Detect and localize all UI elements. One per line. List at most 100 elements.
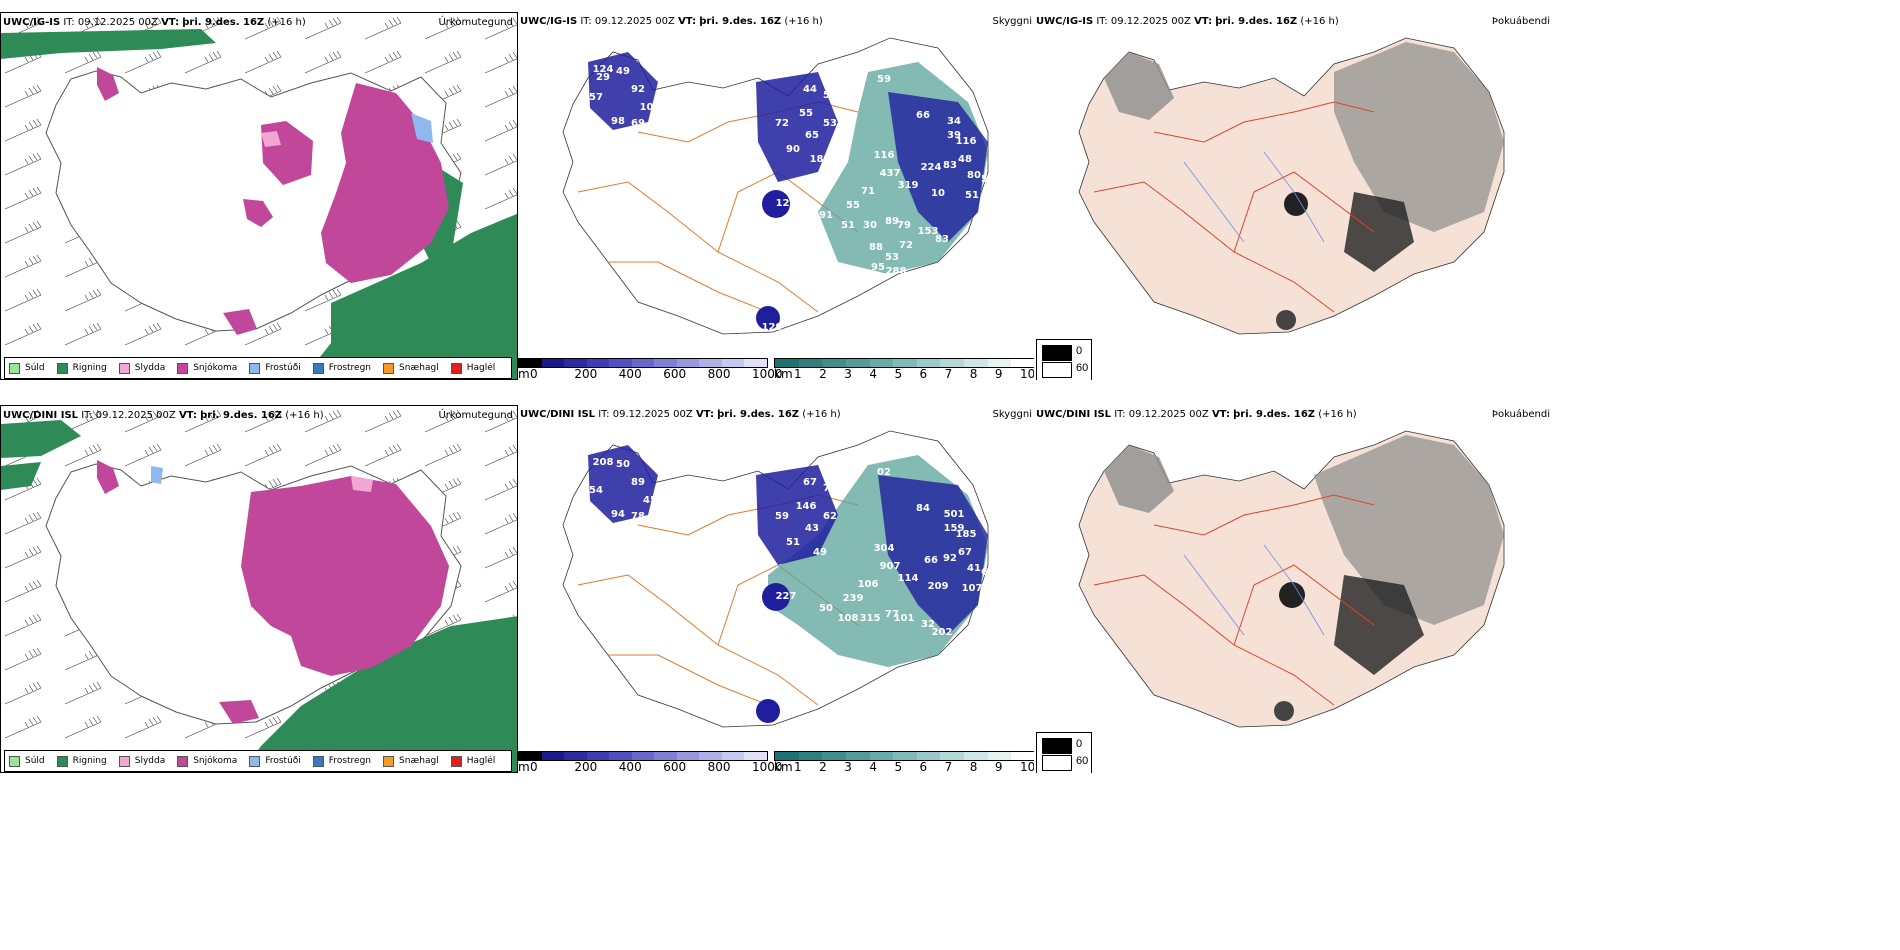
- visibility-value-label: 92: [943, 553, 957, 564]
- fog-legend-top: 0: [1076, 345, 1083, 357]
- visibility-panel-1: 124 49 57 92 102 98 69 68 44 53 55 53 72 65 90 184 59 66 3…: [518, 12, 1034, 380]
- fog-map-2: [1078, 430, 1505, 728]
- visibility-value-label: 49: [813, 547, 827, 558]
- visibility-tick: 1: [794, 760, 802, 773]
- colorbar-segment: [1011, 752, 1034, 760]
- vt-value: þri. 9.des. 16Z: [182, 17, 265, 28]
- it-label: IT:: [1114, 409, 1126, 420]
- ceiling-spot: [756, 306, 780, 330]
- visibility-value-label: 106: [858, 579, 879, 590]
- visibility-value-label: 55: [799, 108, 813, 119]
- lead-time: (+16 h): [784, 16, 823, 27]
- visibility-tick: 2: [819, 760, 827, 773]
- fog-grey-west: [1104, 52, 1174, 120]
- legend-label: Súld: [25, 756, 45, 766]
- visibility-value-label: 227: [776, 591, 797, 602]
- ceiling-tick: 400: [618, 367, 642, 380]
- lead-time: (+16 h): [802, 409, 841, 420]
- visibility-value-label: 95: [871, 262, 885, 273]
- ceiling-tick: 1000: [752, 760, 783, 773]
- visibility-value-label: 29: [596, 72, 610, 83]
- legend-item: Súld: [9, 362, 45, 374]
- fog-map-1: [1078, 37, 1505, 335]
- precip-right-title-1: Úrkomutegund: [438, 17, 513, 28]
- precip-panel-2: UWC/DINI ISL IT: 09.12.2025 00Z VT: þri.…: [0, 405, 518, 773]
- colorbar-segment: [798, 752, 823, 760]
- visibility-value-label: 114: [898, 573, 919, 584]
- vt-value: þri. 9.des. 16Z: [200, 410, 283, 421]
- visibility-value-label: 92: [631, 84, 645, 95]
- visibility-value-label: 68: [833, 74, 847, 85]
- colorbar-segment: [869, 359, 894, 367]
- legend-swatch: [177, 362, 189, 374]
- visibility-value-label: 239: [843, 593, 864, 604]
- fog-title-2: UWC/DINI ISL IT: 09.12.2025 00Z VT: þri.…: [1036, 409, 1357, 420]
- fog-legend-2: 0 60: [1036, 732, 1092, 773]
- fog-legend-white: [1042, 362, 1072, 378]
- sleet-patch: [351, 476, 373, 492]
- model-name: UWC/IG-IS: [1036, 16, 1094, 27]
- fog-legend-top: 0: [1076, 738, 1083, 750]
- legend-label: Frostregn: [328, 363, 372, 373]
- visibility-value-label: 34: [947, 116, 961, 127]
- legend-swatch: [383, 362, 395, 374]
- vt-value: þri. 9.des. 16Z: [1215, 16, 1298, 27]
- visibility-value-label: 69: [631, 118, 645, 129]
- visibility-value-label: 53: [823, 90, 837, 101]
- visibility-value-label: 159: [944, 523, 965, 534]
- legend-item: Frostúði: [249, 755, 301, 767]
- snow-area-center: [243, 199, 273, 227]
- visibility-value-label: 51: [965, 190, 979, 201]
- precip-panel-1: UWC/IG-IS IT: 09.12.2025 00Z VT: þri. 9.…: [0, 12, 518, 380]
- visibility-value-label: 83: [943, 160, 957, 171]
- visibility-value-label: 48: [958, 154, 972, 165]
- ceiling-tick: 800: [707, 760, 731, 773]
- visibility-value-label: 66: [916, 110, 930, 121]
- legend-item: Snjókoma: [177, 362, 237, 374]
- fog-legend-1: 0 60: [1036, 339, 1092, 380]
- visibility-tick: 8: [969, 760, 978, 773]
- model-name: UWC/DINI ISL: [1036, 409, 1112, 420]
- colorbar-segment: [916, 752, 941, 760]
- visibility-value-label: 50: [819, 603, 833, 614]
- visibility-right-title-1: Skyggni: [992, 16, 1032, 27]
- rain-ocean-south: [302, 213, 517, 379]
- visibility-value-label: 02: [877, 467, 891, 478]
- visibility-value-label: 59: [775, 511, 789, 522]
- it-label: IT:: [1096, 16, 1108, 27]
- colorbar-segment: [869, 752, 894, 760]
- legend-swatch: [177, 755, 189, 767]
- colorbars-1: m 0 200 400 600 800 1000 km 1 2 3 4 5 6 7 8 9 10: [518, 358, 1034, 380]
- visibility-value-label: 208: [593, 457, 614, 468]
- rain-west-strip: [1, 462, 41, 490]
- colorbar-segment: [564, 752, 587, 760]
- colorbar-segment: [940, 752, 965, 760]
- ceiling-tick: 800: [707, 367, 731, 380]
- vt-label: VT:: [178, 410, 197, 421]
- fog-dark-spot: [1274, 701, 1294, 721]
- legend-swatch: [312, 362, 324, 374]
- fog-title-1: UWC/IG-IS IT: 09.12.2025 00Z VT: þri. 9.…: [1036, 16, 1339, 27]
- legend-swatch: [56, 755, 68, 767]
- it-value: 09.12.2025 00Z: [77, 17, 158, 28]
- visibility-tick: 1: [794, 367, 802, 380]
- colorbar-segment: [699, 359, 722, 367]
- colorbar-segment: [586, 359, 610, 367]
- legend-label: Rigning: [72, 363, 107, 373]
- vt-label: VT:: [161, 17, 180, 28]
- vt-value: þri. 9.des. 16Z: [699, 16, 782, 27]
- visibility-value-label: 153: [918, 226, 939, 237]
- visibility-value-label: 77: [885, 609, 899, 620]
- legend-item: Súld: [9, 755, 45, 767]
- fog-dark-south: [1334, 575, 1424, 675]
- it-label: IT:: [81, 410, 93, 421]
- legend-label: Frostregn: [328, 756, 372, 766]
- visibility-value-label: 88: [869, 242, 883, 253]
- colorbar-segment: [721, 752, 745, 760]
- colorbar-segment: [519, 359, 542, 367]
- ceiling-tick: 600: [663, 760, 687, 773]
- visibility-value-label: 51: [841, 220, 855, 231]
- snow-area-westfjords: [97, 460, 119, 494]
- precip-legend-1: Súld Rigning Slydda Snjókoma Frostúði Frostre…: [4, 357, 513, 379]
